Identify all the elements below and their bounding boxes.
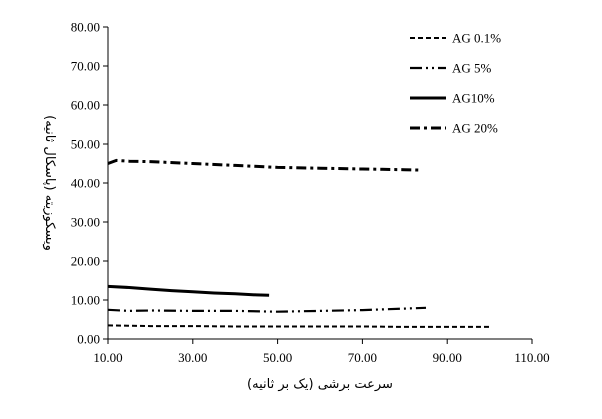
series-line-1 bbox=[107, 324, 490, 328]
legend: AG 0.1% AG 5% AG10% AG 20% bbox=[410, 31, 501, 136]
y-tick-label: 50.00 bbox=[71, 137, 100, 152]
x-tick-label: 30.00 bbox=[178, 350, 207, 365]
x-axis-ticks: 10.00 30.00 50.00 70.00 90.00 110.00 bbox=[93, 339, 550, 365]
x-tick-label: 90.00 bbox=[433, 350, 462, 365]
x-tick-label: 110.00 bbox=[514, 350, 549, 365]
series-lines bbox=[107, 158, 490, 328]
x-axis-title: سرعت برشی (یک بر ثانیه) bbox=[247, 377, 393, 392]
legend-label: AG 5% bbox=[452, 61, 492, 76]
y-tick-label: 70.00 bbox=[71, 59, 100, 74]
series-line-2 bbox=[107, 306, 427, 313]
y-tick-label: 80.00 bbox=[71, 20, 100, 35]
y-axis-title: ویسکوزیته (پاسکال ثانیه) bbox=[42, 115, 57, 251]
legend-label: AG 20% bbox=[452, 121, 498, 136]
x-tick-label: 10.00 bbox=[93, 350, 122, 365]
y-tick-label: 30.00 bbox=[71, 215, 100, 230]
series-line-3 bbox=[107, 284, 270, 297]
y-tick-label: 40.00 bbox=[71, 176, 100, 191]
y-tick-label: 0.00 bbox=[77, 332, 100, 347]
y-tick-label: 10.00 bbox=[71, 293, 100, 308]
y-tick-label: 20.00 bbox=[71, 254, 100, 269]
legend-label: AG 0.1% bbox=[452, 31, 501, 46]
y-tick-label: 60.00 bbox=[71, 98, 100, 113]
y-axis-ticks: 0.00 10.00 20.00 30.00 40.00 50.00 60.00 70.00 8… bbox=[71, 20, 108, 347]
legend-label: AG10% bbox=[452, 91, 495, 106]
x-tick-label: 70.00 bbox=[348, 350, 377, 365]
series-line-4 bbox=[107, 158, 422, 172]
x-tick-label: 50.00 bbox=[263, 350, 292, 365]
